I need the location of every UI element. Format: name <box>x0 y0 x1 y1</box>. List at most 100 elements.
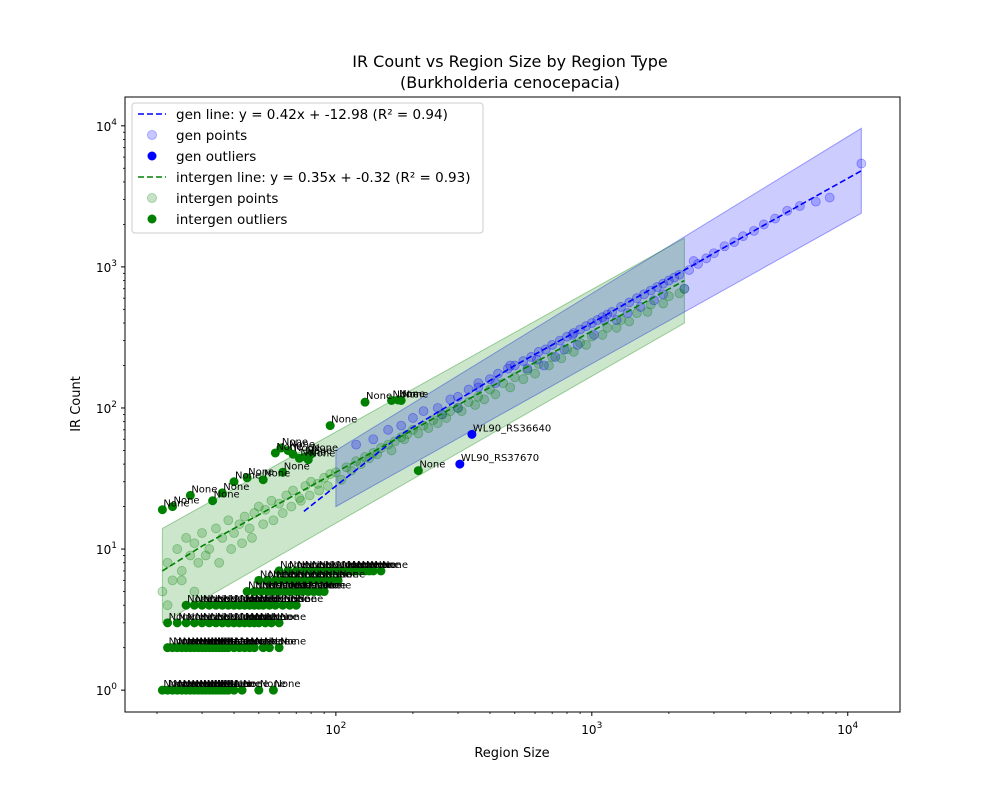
outlier-label: None <box>331 415 357 426</box>
plot-area: WL90_RS36640WL90_RS37670NoneNoneNoneNone… <box>157 127 867 695</box>
legend-outlier-swatch <box>147 214 157 224</box>
point-intergen-points <box>223 515 234 526</box>
x-tick-label: 103 <box>581 721 602 737</box>
outlier-label: None <box>174 496 200 507</box>
outlier-label: None <box>178 637 204 648</box>
outlier-label: None <box>309 581 335 592</box>
outlier-intergen-outliers <box>197 618 207 628</box>
outlier-label: None <box>284 594 310 605</box>
outlier-intergen-outliers <box>256 587 266 597</box>
outlier-label: None <box>187 679 213 690</box>
outlier-label: None <box>226 637 252 648</box>
outlier-label: None <box>248 581 274 592</box>
outlier-intergen-outliers <box>217 488 227 498</box>
point-intergen-points <box>189 538 200 549</box>
point-gen-points <box>408 413 418 423</box>
point-gen-points <box>658 278 669 289</box>
outlier-label: None <box>393 389 419 400</box>
outlier-label: None <box>229 612 255 623</box>
outlier-intergen-outliers <box>197 600 207 610</box>
confidence-bands <box>161 127 862 624</box>
outlier-intergen-outliers <box>313 575 323 585</box>
outlier-intergen-outliers <box>278 467 288 477</box>
outlier-intergen-outliers <box>262 575 272 585</box>
point-gen-points <box>540 344 551 355</box>
point-intergen-points <box>260 504 271 515</box>
outlier-intergen-outliers <box>189 618 199 628</box>
outlier-label: None <box>183 637 209 648</box>
outlier-label: None <box>320 581 346 592</box>
outlier-intergen-outliers <box>185 490 195 500</box>
y-axis-label: IR Count <box>69 376 84 432</box>
outlier-label: None <box>374 560 400 571</box>
outlier-label: None <box>276 594 302 605</box>
outlier-label: None <box>337 560 363 571</box>
outlier-intergen-outliers <box>181 618 191 628</box>
outlier-label: None <box>274 679 300 690</box>
outlier-label: None <box>260 569 286 580</box>
outlier-intergen-outliers <box>229 477 239 487</box>
outlier-intergen-outliers <box>291 575 301 585</box>
point-intergen-points <box>286 501 297 512</box>
point-intergen-points <box>530 368 540 379</box>
outlier-intergen-outliers <box>168 502 178 512</box>
point-intergen-points <box>679 283 690 294</box>
outlier-label: None <box>280 637 306 648</box>
point-gen-points <box>709 248 719 259</box>
point-gen-points <box>383 424 394 435</box>
outlier-label: None <box>229 594 255 605</box>
outlier-label: None <box>203 612 229 623</box>
point-intergen-points <box>189 586 200 597</box>
outlier-label: None <box>274 581 300 592</box>
outlier-label: None <box>362 560 388 571</box>
outlier-label: None <box>217 679 243 690</box>
outlier-label: None <box>297 560 323 571</box>
point-intergen-points <box>645 299 656 310</box>
outlier-label: None <box>183 679 209 690</box>
y-tick-label: 101 <box>96 541 117 557</box>
outlier-label: None <box>284 461 310 472</box>
outlier-label: None <box>291 594 317 605</box>
point-intergen-points <box>631 308 642 319</box>
outlier-label: None <box>207 637 233 648</box>
fit-lines <box>161 170 862 572</box>
point-intergen-points <box>214 557 225 568</box>
legend-point-swatch <box>147 130 157 140</box>
outlier-label: None <box>235 594 261 605</box>
point-intergen-points <box>428 415 439 426</box>
outlier-intergen-outliers <box>396 395 406 405</box>
outlier-label: None <box>191 637 217 648</box>
point-intergen-points <box>294 493 305 503</box>
outlier-intergen-outliers <box>285 600 295 610</box>
point-intergen-points <box>509 372 520 383</box>
outlier-label: None <box>312 443 338 454</box>
outlier-label: None <box>255 637 281 648</box>
outlier-intergen-outliers <box>163 618 173 628</box>
point-intergen-points <box>239 511 250 522</box>
outlier-label: None <box>217 594 243 605</box>
point-intergen-points <box>295 495 306 506</box>
outlier-intergen-outliers <box>360 397 370 407</box>
outlier-intergen-outliers <box>254 618 264 628</box>
point-intergen-points <box>288 485 298 496</box>
point-gen-points <box>572 339 583 350</box>
legend-label: gen points <box>176 128 247 144</box>
outlier-label: None <box>319 560 345 571</box>
outlier-intergen-outliers <box>291 587 301 597</box>
point-intergen-points <box>456 406 467 417</box>
outlier-label: None <box>268 581 294 592</box>
outlier-label: None <box>370 560 396 571</box>
point-intergen-points <box>423 423 434 434</box>
point-gen-points <box>351 439 362 450</box>
point-intergen-points <box>277 508 288 518</box>
outlier-intergen-outliers <box>264 643 274 653</box>
outlier-label: None <box>272 612 298 623</box>
outlier-label: WL90_RS37670 <box>461 453 539 464</box>
outlier-label: None <box>357 560 383 571</box>
outlier-label: None <box>214 679 240 690</box>
outlier-label: None <box>240 594 266 605</box>
point-intergen-points <box>234 519 245 530</box>
outlier-intergen-outliers <box>254 685 264 695</box>
outlier-label: None <box>210 679 236 690</box>
point-intergen-points <box>172 544 183 554</box>
